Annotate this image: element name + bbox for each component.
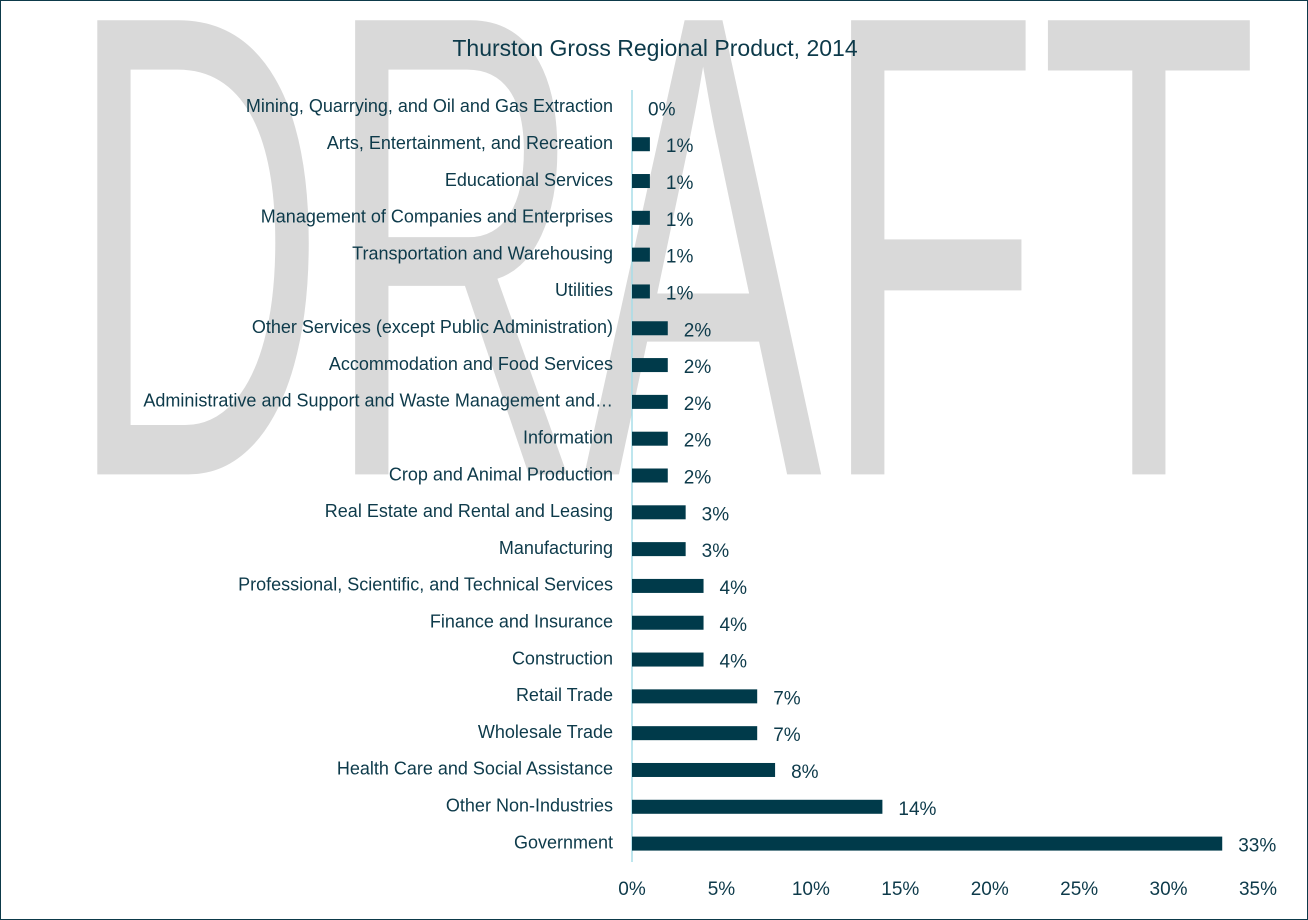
x-tick-label: 20%: [971, 879, 1009, 900]
data-label: 2%: [684, 357, 712, 378]
bar: [632, 762, 776, 777]
data-label: 1%: [666, 247, 694, 268]
bar: [632, 431, 668, 446]
x-tick-label: 15%: [881, 879, 919, 900]
y-tick-label: Finance and Insurance: [430, 611, 613, 631]
x-tick-label: 30%: [1150, 879, 1188, 900]
y-tick-label: Other Non-Industries: [446, 796, 613, 816]
data-label: 7%: [773, 725, 801, 746]
bar: [632, 689, 758, 704]
bar: [632, 542, 686, 557]
bar: [632, 799, 883, 814]
data-label: 14%: [898, 799, 936, 820]
y-tick-label: Administrative and Support and Waste Man…: [143, 391, 613, 411]
y-tick-label: Real Estate and Rental and Leasing: [325, 501, 613, 521]
data-label: 1%: [666, 136, 694, 157]
y-tick-label: Information: [523, 427, 613, 447]
y-tick-label: Professional, Scientific, and Technical …: [238, 575, 613, 595]
y-tick-label: Other Services (except Public Administra…: [252, 317, 613, 337]
data-label: 3%: [702, 504, 730, 525]
y-tick-label: Arts, Entertainment, and Recreation: [327, 133, 613, 153]
bar: [632, 468, 668, 483]
bar: [632, 394, 668, 409]
chart-title: Thurston Gross Regional Product, 2014: [452, 35, 857, 61]
data-label: 4%: [720, 578, 748, 599]
y-tick-label: Government: [514, 832, 613, 852]
bar: [632, 615, 704, 630]
data-label: 3%: [702, 541, 730, 562]
bar: [632, 652, 704, 667]
data-label: 1%: [666, 210, 694, 231]
bar: [632, 174, 650, 189]
y-tick-label: Construction: [512, 648, 613, 668]
y-tick-label: Utilities: [555, 280, 613, 300]
y-tick-label: Crop and Animal Production: [389, 464, 613, 484]
y-tick-label: Educational Services: [445, 170, 613, 190]
y-tick-label: Health Care and Social Assistance: [337, 759, 613, 779]
bar: [632, 578, 704, 593]
x-tick-label: 5%: [708, 879, 736, 900]
bar: [632, 210, 650, 225]
y-tick-label: Transportation and Warehousing: [352, 243, 613, 263]
bar: [632, 836, 1223, 851]
data-label: 1%: [666, 173, 694, 194]
y-tick-label: Accommodation and Food Services: [329, 354, 613, 374]
bar: [632, 505, 686, 520]
y-tick-label: Manufacturing: [499, 538, 613, 558]
y-tick-label: Wholesale Trade: [478, 722, 613, 742]
bar: [632, 284, 650, 299]
x-tick-label: 0%: [618, 879, 646, 900]
data-label: 2%: [684, 468, 712, 489]
x-tick-label: 25%: [1060, 879, 1098, 900]
x-tick-label: 10%: [792, 879, 830, 900]
bar: [632, 726, 758, 741]
bar: [632, 358, 668, 373]
bar: [632, 137, 650, 152]
data-label: 7%: [773, 688, 801, 709]
data-label: 2%: [684, 394, 712, 415]
bar: [632, 321, 668, 336]
x-tick-label: 35%: [1239, 879, 1277, 900]
y-tick-label: Management of Companies and Enterprises: [261, 207, 613, 227]
y-tick-label: Retail Trade: [516, 685, 613, 705]
watermark: DRAFT: [68, 0, 1258, 614]
bar: [632, 247, 650, 262]
data-label: 33%: [1238, 836, 1276, 857]
y-tick-label: Mining, Quarrying, and Oil and Gas Extra…: [246, 96, 613, 116]
data-label: 2%: [684, 431, 712, 452]
data-label: 1%: [666, 283, 694, 304]
data-label: 2%: [684, 320, 712, 341]
data-label: 4%: [720, 615, 748, 636]
data-label: 0%: [648, 99, 676, 120]
data-label: 8%: [791, 762, 819, 783]
data-label: 4%: [720, 652, 748, 673]
